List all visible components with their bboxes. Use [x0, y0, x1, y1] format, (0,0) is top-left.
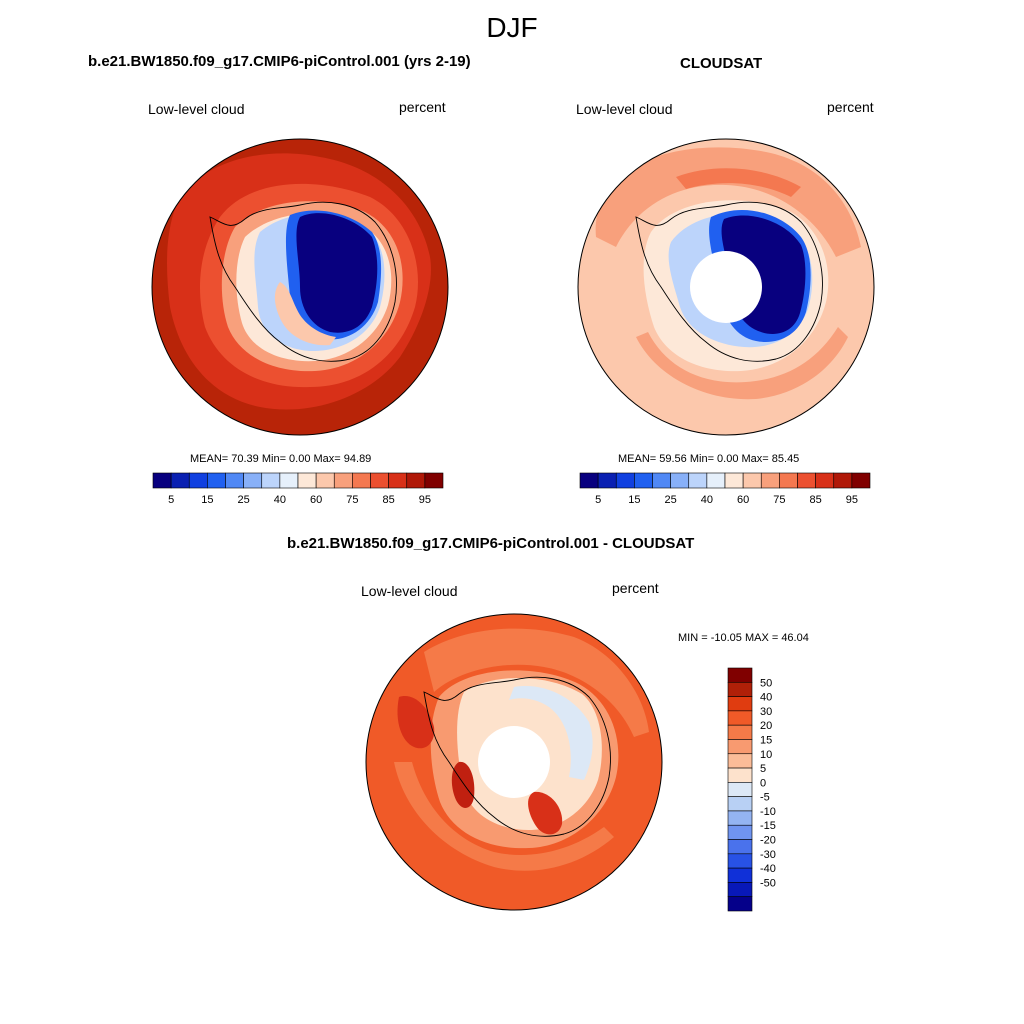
- obs-colorbar-tick-label: 75: [773, 494, 785, 506]
- diff-colorbar-tick-label: 10: [760, 749, 772, 761]
- diff-colorbar-tick-label: 15: [760, 734, 772, 746]
- diff-colorbar-swatch: [727, 753, 753, 769]
- diff-polar-map: [365, 613, 663, 911]
- obs-colorbar: 5 15 25 40 60 75 85 95: [579, 472, 871, 506]
- obs-colorbar-swatch: [615, 472, 635, 489]
- diff-colorbar-swatch: [727, 882, 753, 898]
- page-title: DJF: [486, 12, 538, 43]
- model-colorbar-swatch: [352, 472, 371, 489]
- obs-units-label: percent: [827, 99, 874, 115]
- model-stats: MEAN= 70.39 Min= 0.00 Max= 94.89: [190, 453, 372, 465]
- model-colorbar-tick-label: 75: [346, 494, 358, 506]
- diff-colorbar-swatch: [727, 896, 753, 912]
- diff-colorbar-swatch: [727, 667, 753, 683]
- diff-colorbar-tick-label: -40: [760, 863, 776, 875]
- diff-colorbar-swatch: [727, 796, 753, 812]
- model-colorbar-tick-label: 5: [168, 494, 174, 506]
- obs-colorbar-tick-label: 25: [665, 494, 677, 506]
- diff-colorbar-swatch: [727, 824, 753, 840]
- diff-variable-label: Low-level cloud: [361, 583, 458, 599]
- model-colorbar: 5 15 25 40 60 75 85 95: [152, 472, 444, 506]
- model-colorbar-tick-label: 15: [201, 494, 213, 506]
- obs-colorbar-swatch: [779, 472, 798, 489]
- diff-colorbar-swatch: [727, 867, 753, 883]
- model-colorbar-tick-label: 40: [274, 494, 286, 506]
- model-colorbar-swatch: [243, 472, 263, 489]
- diff-colorbar-tick-label: 30: [760, 706, 772, 718]
- obs-colorbar-swatch: [851, 472, 871, 489]
- diff-colorbar-tick-label: 20: [760, 720, 772, 732]
- model-colorbar-swatch: [261, 472, 281, 489]
- obs-colorbar-tick-label: 60: [737, 494, 749, 506]
- diff-colorbar-swatch: [727, 810, 753, 826]
- model-colorbar-swatch: [225, 472, 244, 489]
- obs-colorbar-swatch: [815, 472, 835, 489]
- diff-colorbar-swatch: [727, 696, 753, 712]
- obs-colorbar-swatch: [670, 472, 690, 489]
- obs-colorbar-swatch: [724, 472, 744, 489]
- obs-colorbar-swatch: [579, 472, 599, 489]
- diff-colorbar-swatch: [727, 739, 753, 755]
- obs-colorbar-tick-label: 40: [701, 494, 713, 506]
- obs-colorbar-swatch: [597, 472, 617, 489]
- obs-colorbar-swatch: [833, 472, 853, 489]
- model-colorbar-swatch: [333, 472, 353, 489]
- diff-colorbar-swatch: [727, 767, 753, 783]
- obs-panel-title: CLOUDSAT: [680, 55, 763, 72]
- model-colorbar-swatch: [207, 472, 226, 489]
- diff-colorbar-swatch: [727, 853, 753, 869]
- obs-colorbar-swatch: [706, 472, 726, 489]
- diff-colorbar-tick-label: -15: [760, 820, 776, 832]
- obs-stats: MEAN= 59.56 Min= 0.00 Max= 85.45: [618, 453, 800, 465]
- diff-colorbar-tick-label: -20: [760, 835, 776, 847]
- model-colorbar-tick-label: 85: [383, 494, 395, 506]
- diff-colorbar-tick-label: -5: [760, 792, 770, 804]
- obs-polar-map: [577, 138, 875, 436]
- obs-colorbar-swatch: [797, 472, 816, 489]
- model-colorbar-swatch: [388, 472, 408, 489]
- model-colorbar-swatch: [188, 472, 208, 489]
- model-colorbar-swatch: [170, 472, 190, 489]
- model-polar-map: [151, 138, 449, 436]
- model-colorbar-swatch: [315, 472, 335, 489]
- model-colorbar-tick-label: 60: [310, 494, 322, 506]
- model-colorbar-swatch: [152, 472, 172, 489]
- obs-colorbar-swatch: [760, 472, 780, 489]
- diff-colorbar-tick-label: 50: [760, 677, 772, 689]
- diff-colorbar-tick-label: 40: [760, 692, 772, 704]
- diff-colorbar-swatch: [727, 839, 753, 855]
- diff-stats: MIN = -10.05 MAX = 46.04: [678, 632, 809, 644]
- diff-colorbar-swatch: [727, 681, 753, 697]
- diff-units-label: percent: [612, 580, 659, 596]
- model-colorbar-swatch: [279, 472, 299, 489]
- obs-colorbar-swatch: [652, 472, 671, 489]
- diff-panel-title: b.e21.BW1850.f09_g17.CMIP6-piControl.001…: [287, 535, 695, 552]
- obs-variable-label: Low-level cloud: [576, 101, 673, 117]
- diff-colorbar-tick-label: -10: [760, 806, 776, 818]
- obs-colorbar-tick-label: 85: [810, 494, 822, 506]
- obs-colorbar-swatch: [634, 472, 653, 489]
- diff-colorbar-tick-label: 0: [760, 777, 766, 789]
- obs-colorbar-tick-label: 5: [595, 494, 601, 506]
- model-colorbar-swatch: [297, 472, 317, 489]
- obs-colorbar-tick-label: 95: [846, 494, 858, 506]
- obs-colorbar-tick-label: 15: [628, 494, 640, 506]
- model-units-label: percent: [399, 99, 446, 115]
- diff-colorbar-swatch: [727, 724, 753, 740]
- model-panel-title: b.e21.BW1850.f09_g17.CMIP6-piControl.001…: [88, 53, 471, 70]
- model-colorbar-swatch: [424, 472, 444, 489]
- diff-colorbar-swatch: [727, 710, 753, 726]
- model-colorbar-swatch: [406, 472, 426, 489]
- diff-colorbar-swatch: [727, 782, 753, 797]
- diff-colorbar-tick-label: -50: [760, 877, 776, 889]
- model-colorbar-tick-label: 25: [238, 494, 250, 506]
- diff-colorbar-tick-label: -30: [760, 849, 776, 861]
- obs-colorbar-swatch: [688, 472, 708, 489]
- model-colorbar-swatch: [370, 472, 389, 489]
- diff-colorbar-tick-label: 5: [760, 763, 766, 775]
- model-colorbar-tick-label: 95: [419, 494, 431, 506]
- obs-colorbar-swatch: [742, 472, 762, 489]
- model-variable-label: Low-level cloud: [148, 101, 245, 117]
